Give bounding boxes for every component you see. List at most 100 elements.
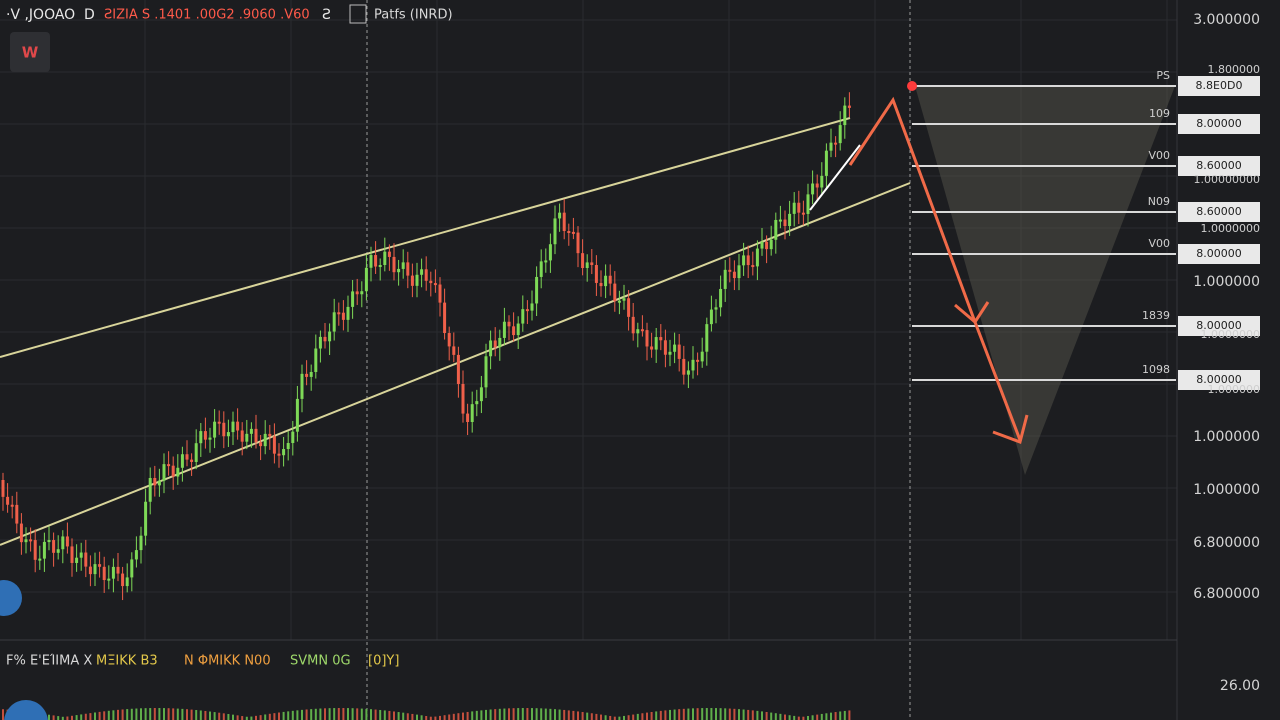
candle-body: [746, 255, 750, 266]
candle-body: [801, 212, 805, 215]
floating-button[interactable]: [4, 700, 48, 720]
volume-bar: [701, 708, 704, 720]
candle-body: [535, 276, 539, 304]
candle-body: [415, 274, 419, 286]
volume-bar: [650, 711, 653, 720]
indicator: Patfs (INRD): [374, 8, 453, 23]
candle-body: [571, 231, 575, 234]
candle-body: [102, 566, 106, 581]
badge[interactable]: [10, 32, 50, 72]
volume-bar: [586, 712, 589, 720]
candle-body: [493, 340, 497, 348]
volume-bar: [176, 708, 179, 720]
candle-body: [139, 535, 143, 551]
candle-body: [121, 573, 125, 587]
volume-bar: [618, 716, 621, 720]
volume-bar: [351, 708, 354, 720]
volume-bar: [107, 710, 110, 720]
candle-body: [217, 421, 221, 424]
volume-bar: [264, 714, 267, 720]
volume-bar: [204, 710, 207, 720]
candle-body: [686, 370, 690, 375]
volume-bar: [807, 715, 809, 720]
candle-body: [263, 433, 267, 447]
candle-body: [332, 312, 336, 332]
price-box: [1178, 244, 1260, 264]
volume-bar: [337, 708, 340, 720]
icon-box[interactable]: [349, 4, 367, 24]
volume-bar: [784, 714, 786, 720]
volume-bar: [567, 710, 570, 720]
axis-label: 6.800000: [1193, 586, 1260, 602]
volume-bar: [623, 715, 625, 720]
candle-body: [622, 298, 626, 301]
candle-body: [29, 539, 33, 542]
volume-bar: [245, 716, 248, 720]
candle-body: [507, 321, 511, 327]
volume-bar: [324, 708, 326, 720]
candle-body: [479, 387, 483, 402]
volume-bar: [788, 715, 791, 720]
volume-bar: [669, 709, 671, 720]
volume-bar: [314, 708, 317, 720]
badge-label[interactable]: W: [22, 44, 39, 62]
volume-bar: [195, 710, 198, 720]
candle-body: [268, 433, 272, 437]
price-box-label: 8.00000: [1196, 247, 1242, 260]
volume-bar: [420, 715, 423, 720]
axis-label: 1.0000000: [1201, 328, 1261, 341]
volume-bar: [521, 708, 524, 720]
candle-body: [341, 312, 345, 320]
volume-bar: [429, 716, 432, 720]
volume-bar: [508, 708, 510, 720]
price-box-label: 8.60000: [1196, 159, 1242, 172]
interval: D: [84, 7, 95, 23]
axis-label: 6.800000: [1193, 535, 1260, 551]
volume-bar: [839, 711, 842, 720]
volume-bar: [232, 714, 234, 720]
volume-bar: [333, 708, 336, 720]
floating-button[interactable]: [0, 580, 22, 616]
candle-body: [410, 275, 414, 286]
volume-bar: [572, 710, 575, 720]
volume-bar: [724, 708, 727, 720]
volume-bar: [636, 713, 639, 720]
volume-bar: [75, 715, 78, 720]
icon[interactable]: Ƨ: [322, 7, 331, 23]
candle-body: [838, 125, 842, 144]
candle-body: [351, 291, 355, 307]
price-box: [1178, 370, 1260, 390]
volume-bar: [632, 714, 635, 720]
volume-bar: [710, 708, 713, 720]
candle-body: [783, 219, 787, 227]
candle-body: [364, 267, 368, 292]
candle-body: [475, 401, 479, 405]
volume-bar: [765, 711, 768, 720]
volume-bar: [227, 713, 230, 720]
volume-bar: [172, 708, 175, 720]
volume-bar: [356, 708, 359, 720]
candle-body: [617, 300, 621, 303]
candle-body: [562, 212, 566, 232]
volume-bar: [646, 712, 648, 720]
candle-body: [65, 536, 69, 547]
candle-body: [337, 312, 341, 315]
axis-label: 26.00: [1220, 678, 1260, 694]
candle-body: [502, 321, 506, 338]
candle-body: [447, 333, 451, 347]
candle-body: [815, 183, 819, 188]
candle-body: [360, 291, 364, 295]
volume-bar: [48, 714, 50, 720]
candle-body: [401, 262, 405, 269]
volume-bar: [738, 709, 740, 720]
volume-bar: [411, 713, 414, 720]
candle-body: [525, 309, 529, 312]
candle-body: [231, 421, 235, 433]
volume-bar: [287, 711, 290, 720]
volume-bar: [301, 709, 303, 720]
candle-body: [737, 265, 741, 279]
candle-body: [696, 359, 700, 362]
volume-bar: [673, 709, 676, 720]
price-axis: 3.000000 1.800000 1.00000000 1.0000000 1.000…: [1193, 12, 1260, 694]
volume-bar: [682, 708, 685, 720]
